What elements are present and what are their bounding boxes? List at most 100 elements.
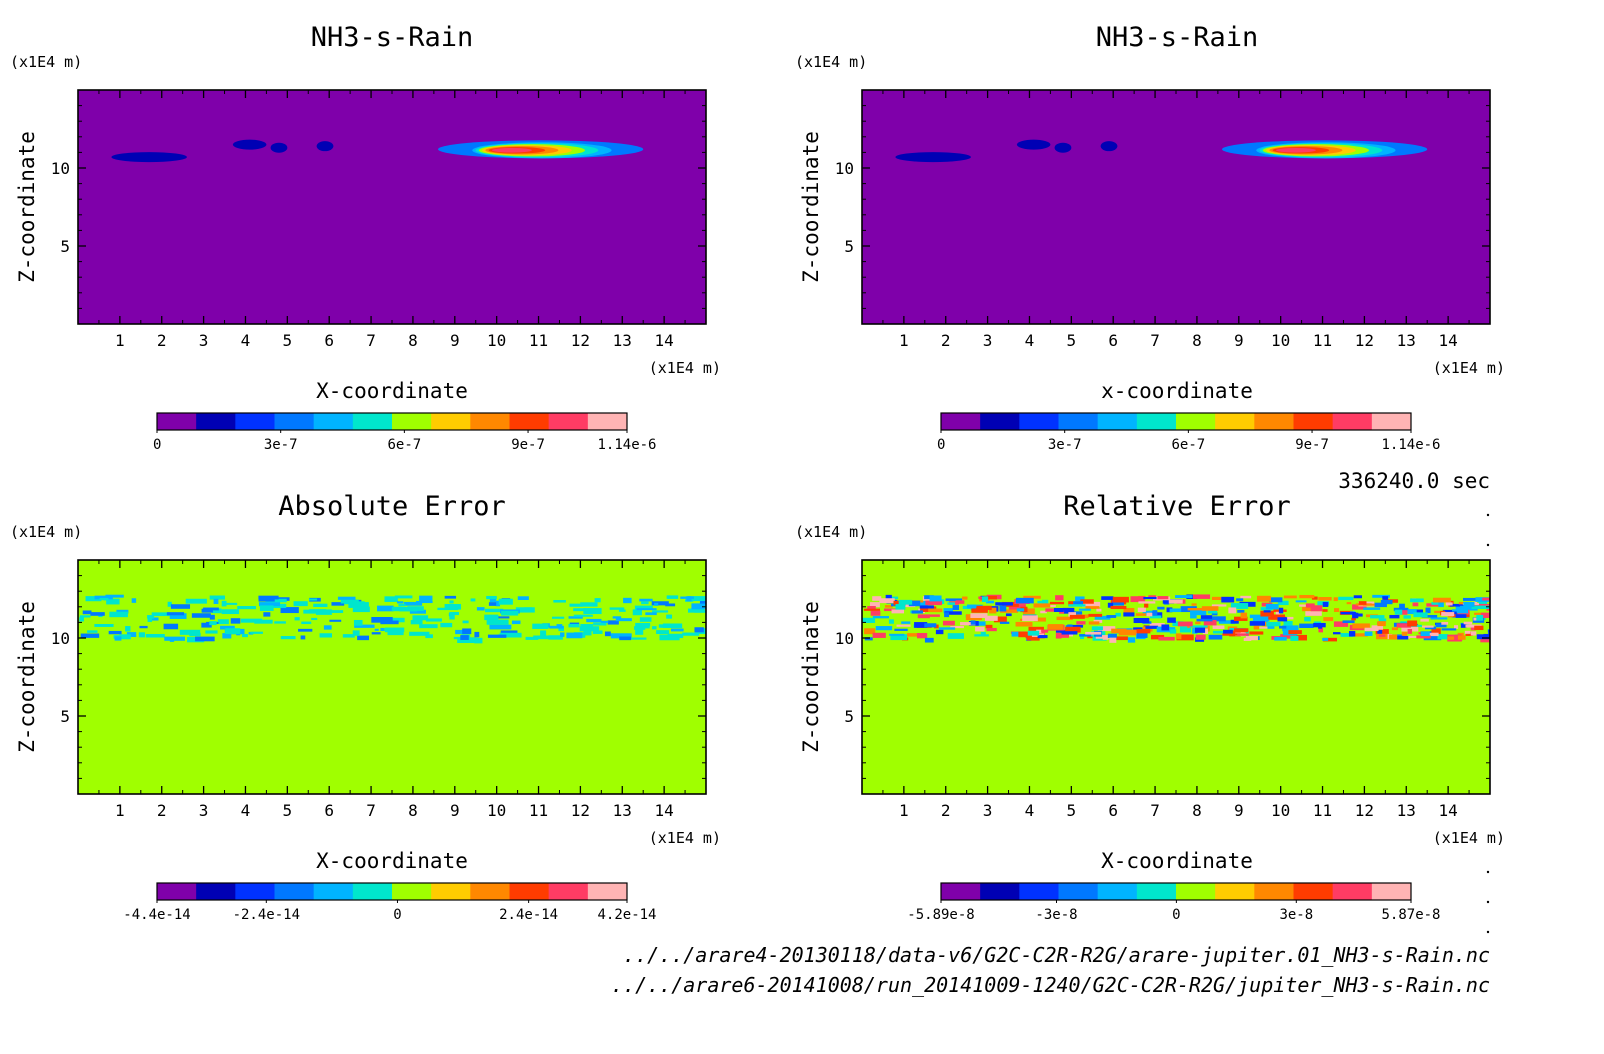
x-tick-label: 13 xyxy=(613,331,632,350)
error-cell xyxy=(632,609,642,616)
x-tick-label: 4 xyxy=(1025,801,1035,820)
error-cell xyxy=(1425,607,1431,614)
error-cell xyxy=(594,598,601,603)
error-cell xyxy=(1353,595,1363,599)
error-cell xyxy=(634,605,653,610)
field-features xyxy=(111,139,644,163)
error-cell xyxy=(1053,607,1064,612)
error-cell xyxy=(1302,606,1312,612)
error-cell xyxy=(894,628,908,631)
colorbar-swatch xyxy=(1136,883,1177,900)
error-cell xyxy=(1363,607,1381,610)
error-cell xyxy=(1340,633,1354,637)
error-cell xyxy=(1265,603,1279,610)
colorbar-swatch xyxy=(980,413,1020,430)
error-cell xyxy=(125,626,131,632)
error-cell xyxy=(1410,598,1424,603)
error-cell xyxy=(201,622,212,628)
error-cell xyxy=(604,631,611,637)
error-cell xyxy=(398,603,406,607)
error-cell xyxy=(1211,604,1227,607)
error-cell xyxy=(489,597,497,603)
error-cell xyxy=(942,620,955,626)
colorbar-label: 2.4e-14 xyxy=(499,907,558,923)
x-tick-label: 9 xyxy=(1234,801,1244,820)
error-cell xyxy=(976,605,992,611)
error-cell xyxy=(1149,615,1162,619)
error-cell xyxy=(952,605,960,610)
error-cell xyxy=(1267,625,1275,629)
error-cell xyxy=(1187,607,1203,611)
error-cell xyxy=(1195,634,1206,640)
colorbar-swatch xyxy=(235,883,275,900)
error-cell xyxy=(1088,621,1100,625)
colorbar-swatch xyxy=(196,883,236,900)
x-tick-label: 9 xyxy=(450,801,460,820)
error-cell xyxy=(1115,612,1121,617)
colorbar-swatch xyxy=(431,883,471,900)
error-cell xyxy=(1080,599,1094,604)
error-cell xyxy=(374,628,379,631)
error-cell xyxy=(1207,610,1218,614)
error-cell xyxy=(1192,594,1211,599)
error-cell xyxy=(1470,631,1477,636)
error-cell xyxy=(558,628,565,632)
error-cell xyxy=(1237,609,1245,613)
error-cell xyxy=(1471,605,1490,609)
error-cell xyxy=(1152,610,1158,616)
x-tick-label: 4 xyxy=(241,801,251,820)
error-cell xyxy=(1284,616,1294,620)
error-cell xyxy=(294,617,300,621)
error-cell xyxy=(1118,629,1137,636)
error-cell xyxy=(90,612,105,616)
panel-absolute-error: Absolute Error (x1E4 m) 1 2 3 4 5 6 7 8 9 10 11 12 1… xyxy=(10,491,721,923)
error-cell xyxy=(138,632,146,638)
dot-marker xyxy=(1486,900,1490,904)
error-cell xyxy=(1175,595,1193,599)
x-tick-label: 13 xyxy=(1397,331,1416,350)
x-tick-label: 1 xyxy=(899,331,909,350)
error-cell xyxy=(569,622,580,625)
error-cell xyxy=(151,612,170,617)
error-cell xyxy=(1000,609,1019,613)
error-cell xyxy=(1256,595,1272,602)
error-cell xyxy=(425,634,433,639)
x-unit-label: (x1E4 m) xyxy=(1433,359,1505,377)
error-cell xyxy=(308,598,318,601)
error-cell xyxy=(925,600,943,606)
colorbar-swatch xyxy=(1136,413,1177,430)
x-tick-label: 8 xyxy=(408,801,418,820)
error-cell xyxy=(1033,603,1051,608)
colorbar-swatch xyxy=(1058,413,1099,430)
x-tick-label: 2 xyxy=(941,331,951,350)
rain-patch xyxy=(111,152,187,163)
error-cell xyxy=(1438,601,1444,608)
error-cell xyxy=(94,595,113,600)
error-cell xyxy=(993,616,1007,623)
error-cell xyxy=(1138,601,1156,604)
x-tick-label: 14 xyxy=(1439,801,1458,820)
y-tick-label: 10 xyxy=(51,159,70,178)
x-tick-label: 8 xyxy=(1192,331,1202,350)
error-cell xyxy=(1362,603,1376,606)
error-cell xyxy=(924,595,934,600)
error-cell xyxy=(1474,603,1490,607)
error-cell xyxy=(1136,632,1148,638)
error-cell xyxy=(1413,612,1428,618)
error-cell xyxy=(221,600,227,607)
error-cell xyxy=(470,598,476,602)
error-cell xyxy=(607,620,619,625)
error-cell xyxy=(1033,617,1046,622)
error-cell xyxy=(195,636,215,642)
error-cell xyxy=(484,614,499,621)
error-cell xyxy=(1190,615,1197,619)
error-cell xyxy=(1457,635,1466,640)
error-cell xyxy=(105,594,124,598)
error-cell xyxy=(944,612,950,618)
error-cell xyxy=(1389,634,1398,640)
error-cell xyxy=(1026,636,1040,641)
error-cell xyxy=(1322,609,1328,612)
x-tick-label: 12 xyxy=(571,801,590,820)
error-cell xyxy=(1323,637,1338,642)
